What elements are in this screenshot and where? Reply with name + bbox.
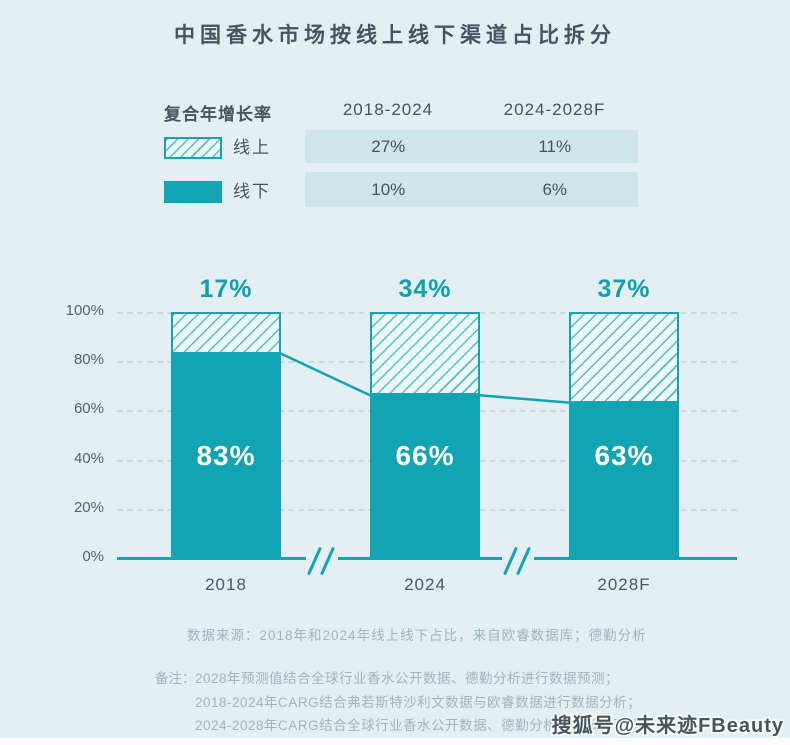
data-source-note: 数据来源：2018年和2024年线上线下占比，来自欧睿数据库；德勤分析: [187, 628, 647, 643]
online-cagr-2018-2024: 27%: [371, 136, 406, 156]
page-title: 中国香水市场按线上线下渠道占比拆分: [174, 24, 616, 47]
bar-2028f-offline-share-label: 63%: [594, 440, 654, 471]
offline-legend-label: 线下: [233, 182, 271, 201]
y-tick-60: 60%: [73, 400, 104, 417]
footnote-line-3: 2024-2028年CARG结合全球行业香水公开数据、德勤分析进行数据预测: [195, 718, 642, 733]
col-header-2024-2028f: 2024-2028F: [503, 100, 606, 119]
online-legend-label: 线上: [233, 138, 271, 157]
x-tick-2028f: 2028F: [597, 575, 651, 594]
y-tick-100: 100%: [65, 302, 104, 319]
bar-2018-offline-share-label: 83%: [196, 440, 256, 471]
bar-2024-offline-share-label: 66%: [395, 440, 455, 471]
offline-cagr-row: 10% 6%: [305, 172, 638, 207]
y-tick-80: 80%: [73, 351, 104, 368]
online-hatched-swatch: [164, 137, 222, 159]
offline-cagr-2024-2028f: 6%: [542, 179, 568, 199]
x-tick-2024: 2024: [404, 575, 446, 594]
x-tick-2018: 2018: [205, 575, 247, 594]
y-tick-40: 40%: [73, 450, 104, 467]
online-cagr-row: 27% 11%: [305, 130, 638, 163]
bar-2028f: 37% 63%: [569, 275, 679, 557]
online-segment: [569, 312, 679, 403]
bottom-white-strip: [0, 738, 790, 745]
offline-cagr-2018-2024: 10%: [371, 179, 406, 199]
bar-2024: 34% 66%: [370, 275, 480, 557]
offline-segment: [370, 395, 480, 557]
y-tick-0: 0%: [82, 548, 104, 565]
online-segment: [171, 312, 281, 354]
online-cagr-2024-2028f: 11%: [538, 136, 572, 156]
watermark: 搜狐号@未来迹FBeauty: [551, 715, 784, 737]
footnote-label: 备注：: [155, 671, 196, 686]
bar-2028f-online-share-label: 37%: [597, 275, 651, 303]
offline-solid-swatch: [164, 181, 222, 203]
cagr-row-header: 复合年增长率: [164, 105, 272, 124]
x-axis-line: [117, 557, 737, 560]
bar-2024-online-share-label: 34%: [398, 275, 452, 303]
bar-2018: 17% 83%: [171, 275, 281, 557]
y-tick-20: 20%: [73, 499, 104, 516]
footnote-line-1: 2028年预测值结合全球行业香水公开数据、德勤分析进行数据预测；: [195, 671, 620, 686]
offline-segment: [171, 353, 281, 557]
bar-2018-online-share-label: 17%: [199, 275, 253, 303]
col-header-2018-2024: 2018-2024: [342, 100, 434, 119]
axis-break-1: [306, 545, 338, 579]
footnotes: 2028年预测值结合全球行业香水公开数据、德勤分析进行数据预测； 2018-20…: [195, 667, 641, 738]
axis-break-2: [502, 545, 534, 579]
footnote-line-2: 2018-2024年CARG结合弗若斯特沙利文数据与欧睿数据进行数据分析；: [195, 694, 642, 710]
offline-segment: [569, 402, 679, 557]
online-segment: [370, 312, 480, 396]
